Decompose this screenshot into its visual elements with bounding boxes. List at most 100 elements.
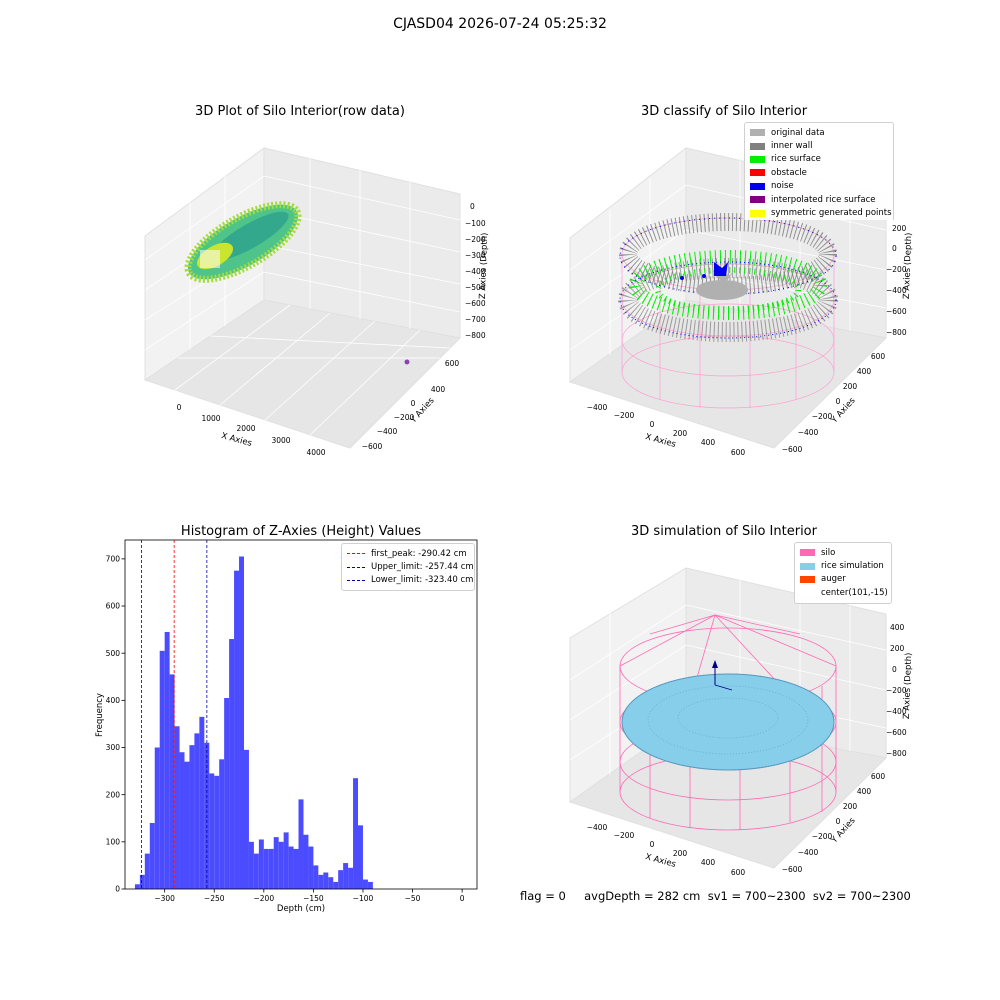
classify-y-tick-4: 0 (836, 397, 841, 406)
legend-item-center: center(101,-15) (800, 586, 888, 599)
histogram-bar (318, 874, 324, 889)
legend-item-silo: silo (800, 546, 886, 559)
histogram-chart: −300 −250 −200 −150 −100 −50 0 0 100 200 300 400 50… (95, 539, 478, 914)
x-tick-label: −200 (254, 894, 275, 903)
classify-y-tick-6: −400 (798, 428, 819, 437)
histogram-bar (353, 778, 359, 889)
classify-y-axis-label: Y Axies (829, 395, 858, 426)
legend-item-interpolated-rice-surface: interpolated rice surface (750, 193, 888, 206)
histogram-bar (343, 863, 349, 889)
classify-y-tick-2: 400 (857, 367, 872, 376)
histogram-legend: first_peak: -290.42 cm Upper_limit: -257… (341, 543, 475, 592)
classify-inner-wall (619, 213, 837, 295)
classify-x-tick-4: 200 (673, 429, 688, 438)
classify-x-tick-5: 400 (701, 438, 716, 447)
simulation-y-tick-7: −600 (782, 865, 803, 874)
x-tick-label: 0 (460, 894, 465, 903)
histogram-bar (358, 825, 363, 889)
simulation-auger-marker (712, 660, 718, 668)
raw-plot-title: 3D Plot of Silo Interior(row data) (195, 104, 405, 119)
raw-y-tick-1: 600 (445, 359, 460, 368)
classify-x-tick-1: −400 (587, 403, 608, 412)
legend-line-blue (347, 579, 365, 581)
y-tick-label: 600 (106, 602, 121, 611)
histogram-bar (278, 841, 284, 889)
histogram-bar (199, 716, 205, 889)
histogram-bar (189, 745, 195, 889)
y-tick-label: 500 (106, 649, 121, 658)
classify-legend: original data inner wall rice surface ob… (744, 122, 894, 220)
raw-z-tick-7: −600 (465, 299, 486, 308)
histogram-bar (159, 650, 165, 889)
raw-y-tick-3: 0 (411, 399, 416, 408)
figure-title: CJASD04 2026-07-24 05:25:32 (393, 16, 607, 32)
classify-z-tick-7: −800 (886, 328, 907, 337)
raw-outlier-point (404, 359, 410, 365)
raw-z-axis-label: Z Axies (Depth) (478, 232, 490, 299)
histogram-bar (348, 867, 354, 889)
histogram-bar (362, 879, 368, 889)
simulation-rice-surface (621, 673, 835, 771)
classify-z-tick-3: 0 (892, 244, 897, 253)
simulation-3d-plot: silo rice simulation auger center(101,-1… (568, 542, 914, 877)
legend-item-lower-limit: Lower_limit: -323.40 cm (347, 574, 473, 587)
simulation-x-tick-3: 0 (650, 840, 655, 849)
histogram-bar (248, 841, 254, 889)
raw-z-tick-4: −300 (465, 251, 486, 260)
histogram-bar (164, 631, 170, 889)
simulation-z-tick-3: 0 (892, 665, 897, 674)
simulation-z-tick-6: −600 (886, 728, 907, 737)
legend-item-auger: auger (800, 573, 886, 586)
raw-x-tick-5: 4000 (306, 448, 325, 457)
simulation-z-tick-4: −200 (886, 686, 907, 695)
histogram-bar (258, 839, 264, 889)
histogram-bar (303, 834, 309, 889)
legend-swatch (800, 549, 815, 557)
classify-z-tick-4: −200 (886, 265, 907, 274)
simulation-y-axis-label: Y Axies (829, 815, 858, 846)
classify-y-tick-5: −200 (812, 412, 833, 421)
histogram-bar (253, 853, 259, 889)
raw-x-tick-3: 2000 (236, 424, 255, 433)
histogram-bar (154, 747, 160, 889)
histogram-bar (139, 874, 145, 889)
classify-z-tick-5: −400 (886, 286, 907, 295)
histogram-bar (229, 639, 235, 889)
histogram-bar (144, 853, 150, 889)
legend-swatch (750, 169, 765, 177)
raw-x-tick-1: 0 (177, 403, 182, 412)
legend-item-upper-limit: Upper_limit: -257.44 cm (347, 560, 474, 573)
classify-z-tick-2: 200 (892, 224, 907, 233)
classify-z-tick-6: −600 (886, 307, 907, 316)
histogram-bar (239, 556, 244, 889)
legend-item-inner-wall: inner wall (750, 139, 888, 152)
classify-noise (619, 261, 837, 339)
raw-y-tick-6: −600 (362, 442, 383, 451)
simulation-y-tick-3: 200 (843, 802, 858, 811)
histogram-reference-lines (141, 540, 208, 889)
legend-swatch (750, 129, 765, 137)
histogram-bar (298, 799, 304, 889)
raw-y-tick-2: 400 (431, 385, 446, 394)
x-tick-label: −300 (154, 894, 175, 903)
classify-y-tick-1: 600 (871, 352, 886, 361)
simulation-y-tick-2: 400 (857, 787, 872, 796)
histogram-bar (209, 773, 215, 889)
classify-x-tick-6: 600 (731, 448, 746, 457)
simulation-z-axis-label: Z Axies (Depth) (902, 652, 914, 719)
histogram-title: Histogram of Z-Axies (Height) Values (180, 524, 422, 539)
histogram-bar (214, 775, 220, 889)
legend-swatch (750, 196, 765, 204)
histogram-plot-frame (124, 539, 478, 890)
status-footer: flag = 0 avgDepth = 282 cm sv1 = 700~230… (520, 889, 911, 903)
histogram-bar (288, 846, 294, 889)
y-tick-label: 100 (106, 838, 121, 847)
raw-z-tick-1: 0 (470, 202, 475, 211)
legend-line-blue (347, 566, 365, 568)
raw-z-tick-9: −800 (465, 331, 486, 340)
histogram-bar (367, 881, 373, 889)
legend-swatch (750, 155, 765, 163)
classify-x-tick-3: 0 (650, 420, 655, 429)
simulation-x-tick-6: 600 (731, 868, 746, 877)
histogram-bar (323, 872, 329, 889)
